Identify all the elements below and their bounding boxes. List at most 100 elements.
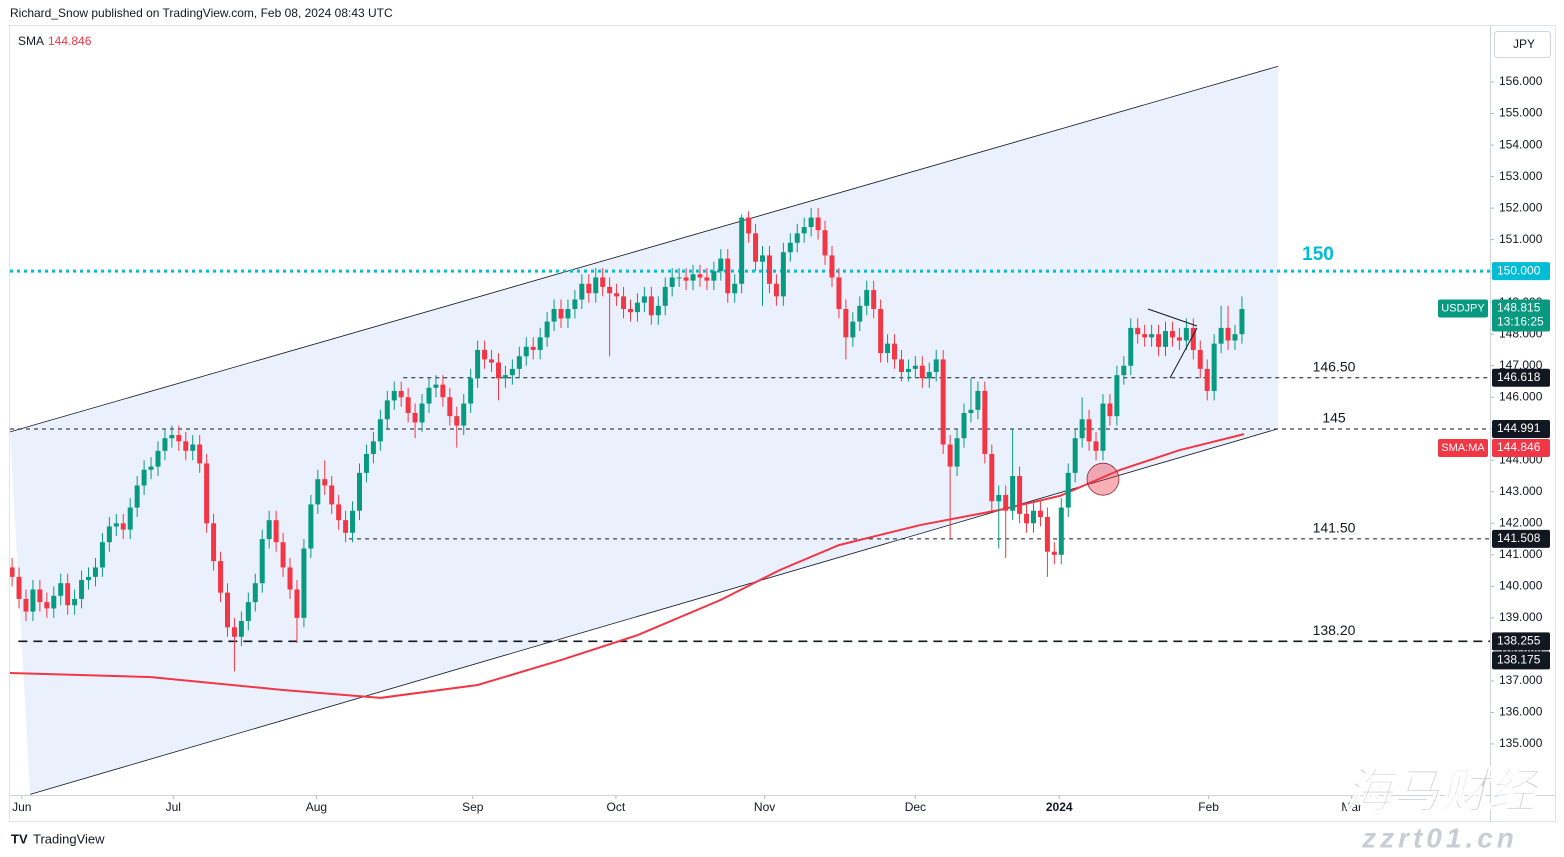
- candle-body: [1121, 365, 1127, 376]
- level-label: 145: [1322, 410, 1346, 426]
- candle-body: [1079, 419, 1085, 439]
- candle-body: [176, 435, 182, 442]
- candle-body: [37, 589, 43, 603]
- candle-body: [982, 390, 988, 454]
- plot-layer: 150 146.50 145 141.50 138.20: [10, 65, 1490, 795]
- level-label: 150: [1302, 244, 1334, 265]
- price-axis-label: 144.846: [1497, 440, 1541, 454]
- currency-box[interactable]: [1494, 31, 1551, 58]
- candle-body: [996, 494, 1002, 502]
- price-axis-label: 13:16:25: [1497, 315, 1544, 329]
- candle-body: [370, 441, 376, 454]
- price-axis-box: [1492, 439, 1550, 458]
- candle-body: [238, 621, 244, 637]
- level-label: 146.50: [1313, 358, 1356, 374]
- candle-body: [30, 589, 36, 612]
- candle-body: [621, 296, 627, 309]
- candle-body: [113, 523, 119, 527]
- candle-body: [1218, 327, 1224, 344]
- candle-body: [1086, 419, 1092, 442]
- candle-body: [336, 504, 342, 521]
- indicator-value: 144.846: [48, 34, 92, 48]
- candle-body: [1072, 438, 1078, 473]
- y-tick-label: 155.000: [1499, 106, 1543, 120]
- candle-body: [600, 277, 606, 287]
- candle-body: [1003, 494, 1009, 511]
- price-axis-label: 146.618: [1497, 370, 1541, 384]
- candle-body: [815, 217, 821, 231]
- level-label: 141.50: [1313, 520, 1356, 536]
- watermark-url: zzrt01.cn: [1361, 822, 1518, 853]
- candle-body: [245, 602, 251, 622]
- candle-body: [1010, 476, 1016, 511]
- candle-body: [384, 400, 390, 420]
- candle-body: [294, 589, 300, 618]
- candle-body: [919, 365, 925, 379]
- candle-body: [1135, 327, 1141, 335]
- candle-body: [1156, 334, 1162, 347]
- candle-body: [530, 346, 536, 350]
- candle-body: [51, 595, 57, 609]
- candle-body: [343, 520, 349, 533]
- candle-body: [252, 583, 258, 603]
- candle-body: [79, 580, 85, 599]
- candle-body: [787, 242, 793, 253]
- candle-body: [1149, 334, 1155, 338]
- price-axis-label: 138.175: [1497, 653, 1541, 667]
- candle-body: [1128, 327, 1134, 366]
- candle-body: [1037, 510, 1043, 518]
- y-tick-label: 135.000: [1499, 736, 1543, 750]
- price-axis-box: [1492, 529, 1550, 548]
- candle-body: [912, 365, 918, 369]
- candle-body: [586, 283, 592, 294]
- channel-line: [10, 65, 1279, 433]
- candle-body: [579, 283, 585, 300]
- candle-body: [926, 372, 932, 379]
- candle-body: [801, 227, 807, 234]
- candle-body: [905, 368, 911, 373]
- candle-body: [99, 542, 105, 568]
- candle-body: [1093, 441, 1099, 451]
- candle-body: [968, 409, 974, 413]
- x-tick-label: Sep: [462, 800, 484, 814]
- candle-body: [65, 583, 71, 606]
- candle-body: [1211, 343, 1217, 391]
- y-tick-label: 143.000: [1499, 484, 1543, 498]
- candle-body: [892, 343, 898, 360]
- candle-body: [197, 444, 203, 464]
- candle-body: [44, 602, 50, 609]
- candle-body: [885, 343, 891, 354]
- y-tick-label: 139.000: [1499, 610, 1543, 624]
- candle-body: [1024, 513, 1030, 524]
- candle-body: [704, 277, 710, 281]
- candle-body: [141, 469, 147, 486]
- candle-body: [162, 438, 168, 451]
- candle-body: [72, 598, 78, 606]
- tag-box: [1438, 299, 1488, 318]
- price-axis-label: 144.991: [1497, 421, 1541, 435]
- candle-body: [489, 359, 495, 363]
- candle-body: [537, 337, 543, 350]
- y-tick-label: 136.000: [1499, 705, 1543, 719]
- price-axis-label: 138.255: [1497, 634, 1541, 648]
- price-axis-box: [1492, 651, 1550, 670]
- candle-body: [86, 576, 92, 581]
- candle-body: [711, 271, 717, 281]
- candle-body: [773, 283, 779, 297]
- candle-body: [1065, 472, 1071, 508]
- price-axis-box: [1492, 420, 1550, 439]
- pennant-line: [1169, 327, 1198, 379]
- candle-body: [454, 416, 460, 426]
- candle-body: [134, 485, 140, 508]
- price-axis-box: [1492, 299, 1550, 332]
- y-tick-label: 146.000: [1499, 389, 1543, 403]
- candle-body: [614, 293, 620, 297]
- candle-body: [794, 233, 800, 243]
- pennant-drawing: [1147, 308, 1198, 379]
- candle-body: [1190, 327, 1196, 350]
- candle-body: [301, 548, 307, 618]
- candle-body: [398, 390, 404, 398]
- candle-body: [1017, 476, 1023, 514]
- candle-body: [204, 463, 210, 524]
- tag-box: [1438, 439, 1488, 458]
